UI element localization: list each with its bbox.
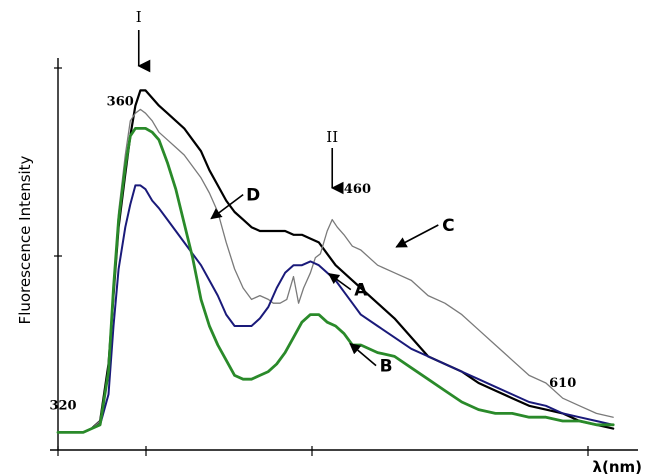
series-label-a: A [354,281,368,301]
series-pointer-arrow [396,225,438,247]
wavelength-label: 460 [344,182,371,197]
series-label-d: D [246,186,260,206]
peak-marker-label: I [136,8,142,26]
x-axis-label: λ(nm) [592,458,642,476]
wavelength-label: 610 [549,376,576,391]
series-line-a [58,185,613,432]
series-label-b: B [380,357,393,377]
wavelength-label: 320 [49,399,76,414]
wavelength-label: 360 [107,95,134,110]
series-label-c: C [442,216,454,236]
peak-marker-label: II [326,128,338,146]
series-line-c [58,109,613,432]
series-label-layer: D C A B [211,186,454,377]
y-axis-label: Fluorescence Intensity [16,155,34,324]
